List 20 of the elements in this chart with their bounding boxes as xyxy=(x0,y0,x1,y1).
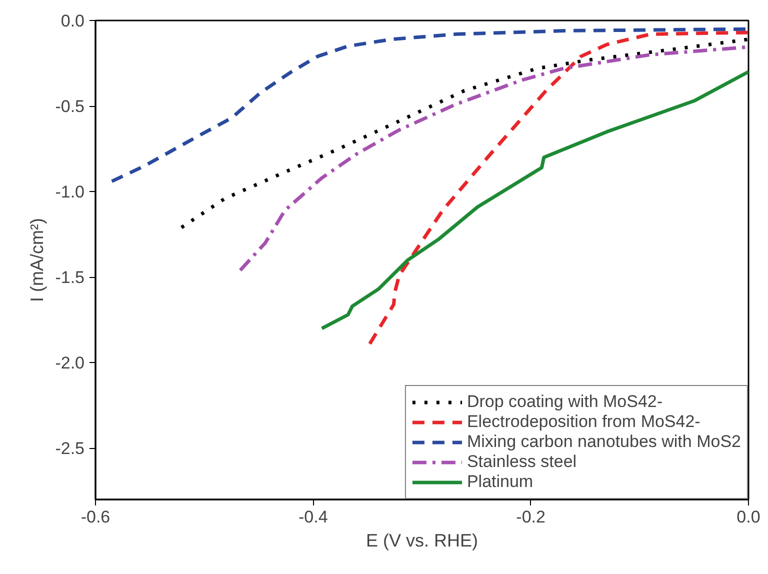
y-tick-label: -2.0 xyxy=(55,354,85,373)
legend-label: Mixing carbon nanotubes with MoS2 xyxy=(466,432,741,452)
x-tick-label: -0.4 xyxy=(298,508,328,526)
y-tick-label: -1.5 xyxy=(55,268,85,288)
legend-label: Drop coating with MoS42- xyxy=(466,392,663,412)
line-series xyxy=(320,70,748,330)
line-series xyxy=(368,30,748,346)
x-axis-title: E (V vs. RHE) xyxy=(366,530,478,550)
x-tick-label: -0.2 xyxy=(516,508,546,526)
legend-label: Platinum xyxy=(466,472,534,492)
line-series xyxy=(110,27,748,184)
x-tick-label: 0.0 xyxy=(736,508,760,526)
y-tick-label: -1.0 xyxy=(55,182,85,202)
legend-label: Electrodeposition from MoS42- xyxy=(466,412,700,432)
legend-label: Stainless steel xyxy=(466,452,577,472)
y-tick-label: -0.5 xyxy=(55,97,85,116)
y-tick-label: -2.5 xyxy=(55,439,85,458)
x-tick-label: -0.6 xyxy=(80,508,110,526)
y-tick-label: 0.0 xyxy=(60,12,85,30)
y-axis-title: I (mA/cm²) xyxy=(27,218,48,302)
